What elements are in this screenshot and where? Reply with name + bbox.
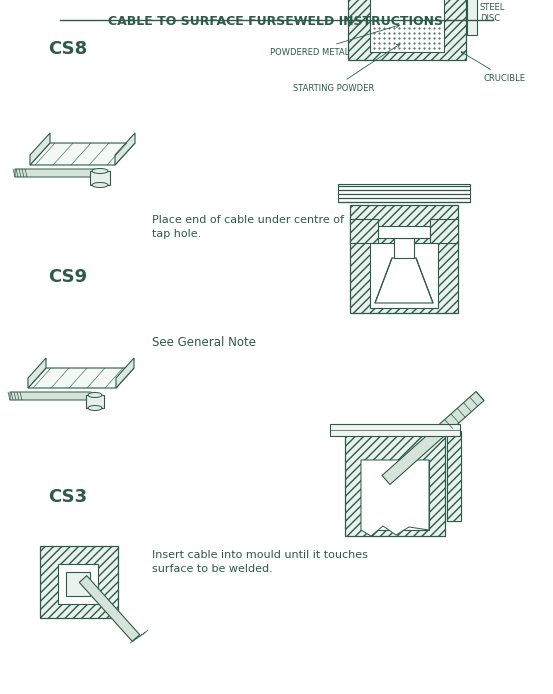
Polygon shape — [28, 368, 134, 388]
Bar — [430, 219, 458, 243]
Text: POWDERED METAL: POWDERED METAL — [270, 24, 399, 56]
Bar — [330, 424, 460, 436]
Text: Insert cable into mould until it touches
surface to be welded.: Insert cable into mould until it touches… — [152, 550, 368, 574]
Polygon shape — [15, 169, 100, 177]
Ellipse shape — [88, 405, 102, 410]
Text: SURFACE: SURFACE — [0, 693, 1, 694]
Polygon shape — [361, 460, 429, 536]
Polygon shape — [115, 133, 135, 165]
Polygon shape — [375, 258, 433, 303]
Text: CS8: CS8 — [48, 40, 87, 58]
Bar — [40, 546, 118, 618]
Bar — [350, 219, 378, 243]
Bar — [370, 0, 444, 52]
Text: TAP HOLE: TAP HOLE — [0, 693, 1, 694]
Polygon shape — [116, 358, 134, 388]
Bar — [86, 395, 104, 408]
Bar — [345, 431, 445, 536]
Bar — [348, 0, 466, 60]
Ellipse shape — [92, 183, 108, 187]
Ellipse shape — [88, 393, 102, 398]
Bar — [90, 171, 110, 185]
Ellipse shape — [92, 169, 108, 174]
Bar — [350, 205, 458, 313]
Polygon shape — [28, 358, 46, 388]
Bar — [467, 0, 477, 35]
Text: See General Note: See General Note — [152, 336, 256, 349]
Text: Place end of cable under centre of
tap hole.: Place end of cable under centre of tap h… — [152, 215, 344, 239]
Text: CS3: CS3 — [48, 488, 87, 506]
Polygon shape — [10, 392, 96, 400]
Text: MOULD CAVITY: MOULD CAVITY — [0, 693, 1, 694]
Bar — [394, 238, 414, 258]
Text: CS9: CS9 — [48, 268, 87, 286]
Bar — [338, 184, 470, 202]
Bar — [66, 572, 90, 596]
Bar — [361, 460, 429, 530]
Text: CABLE TO SURFACE FURSEWELD INSTRUCTIONS: CABLE TO SURFACE FURSEWELD INSTRUCTIONS — [108, 15, 444, 28]
Polygon shape — [30, 143, 135, 165]
Bar — [378, 226, 430, 238]
Text: STARTING POWDER: STARTING POWDER — [293, 44, 400, 92]
Polygon shape — [382, 391, 484, 484]
Text: STEEL
DISC: STEEL DISC — [480, 3, 505, 23]
Bar — [58, 564, 98, 604]
Polygon shape — [30, 133, 50, 165]
Text: CRUCIBLE: CRUCIBLE — [461, 52, 526, 83]
Polygon shape — [79, 575, 140, 641]
Bar — [370, 243, 438, 308]
Bar — [447, 431, 461, 521]
Bar — [447, 431, 461, 521]
